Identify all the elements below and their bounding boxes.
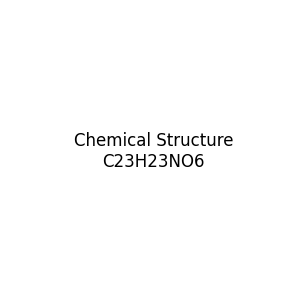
Text: Chemical Structure
C23H23NO6: Chemical Structure C23H23NO6 bbox=[74, 132, 233, 171]
